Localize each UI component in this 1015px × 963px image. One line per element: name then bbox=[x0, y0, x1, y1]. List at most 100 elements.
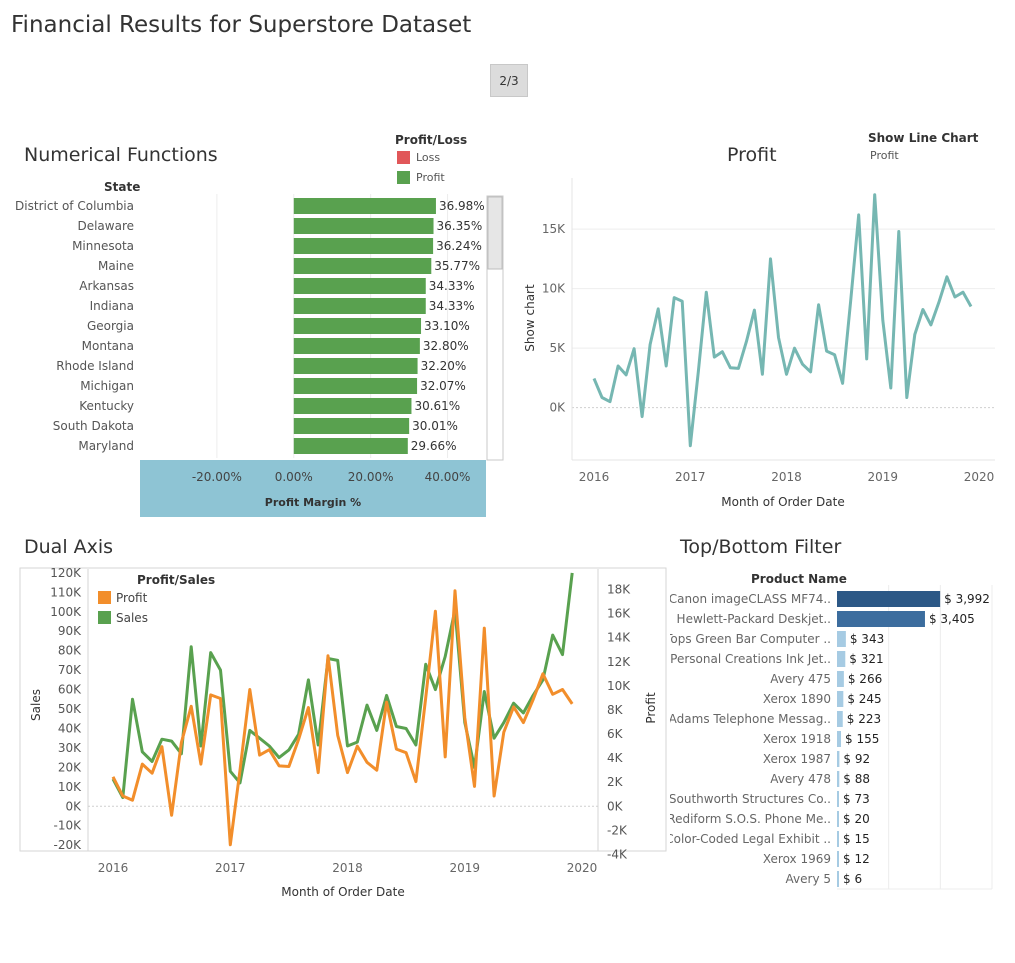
bar bbox=[837, 851, 839, 867]
y-left-tick-label: -10K bbox=[54, 819, 83, 833]
scrollbar-thumb[interactable] bbox=[487, 196, 503, 270]
dual-axis-title: Dual Axis bbox=[24, 536, 114, 558]
profit-loss-legend-title: Profit/Loss bbox=[395, 133, 468, 147]
product-label: Xerox 1987 bbox=[763, 752, 831, 766]
y-left-tick-label: 0K bbox=[65, 799, 82, 813]
bar-value-label: $ 155 bbox=[845, 732, 879, 746]
x-axis-band bbox=[140, 460, 486, 517]
bar bbox=[293, 298, 426, 314]
y-left-tick-label: 50K bbox=[58, 702, 82, 716]
profit-chart-title: Profit bbox=[727, 144, 777, 166]
x-tick-label: 2016 bbox=[98, 861, 129, 875]
bar-value-label: 35.77% bbox=[434, 259, 480, 273]
bar-value-label: 32.07% bbox=[420, 379, 466, 393]
state-label: South Dakota bbox=[53, 419, 134, 433]
state-row-header: State bbox=[104, 180, 141, 194]
state-label: Maryland bbox=[78, 439, 134, 453]
y-left-tick-label: 10K bbox=[58, 780, 82, 794]
x-axis-title: Profit Margin % bbox=[265, 496, 361, 509]
profit-margin-chart: -20.00% 0.00% 20.00% 40.00% Profit Margin % D… bbox=[15, 194, 504, 517]
page-indicator-button[interactable]: 2/3 bbox=[490, 64, 528, 97]
x-tick-label: 2019 bbox=[867, 470, 898, 484]
y-axis-title: Show chart bbox=[523, 284, 537, 352]
y-right-tick-label: 12K bbox=[607, 655, 631, 669]
bar-value-label: 29.66% bbox=[411, 439, 457, 453]
bar-value-label: $ 15 bbox=[843, 832, 870, 846]
legend-swatch-profit[interactable] bbox=[397, 171, 410, 184]
bar bbox=[293, 278, 426, 294]
bar bbox=[837, 791, 839, 807]
y-left-tick-label: 70K bbox=[58, 663, 82, 677]
state-label: Minnesota bbox=[72, 239, 134, 253]
x-tick-label: 0.00% bbox=[275, 470, 313, 484]
bar bbox=[293, 258, 432, 274]
y-left-tick-label: 110K bbox=[50, 585, 82, 599]
y-tick-label: 5K bbox=[549, 341, 566, 355]
legend-label-dual-profit: Profit bbox=[116, 591, 148, 605]
bar bbox=[837, 591, 941, 607]
product-label: Color-Coded Legal Exhibit .. bbox=[670, 832, 831, 846]
bar-value-label: $ 6 bbox=[843, 872, 862, 886]
y-left-tick-label: -20K bbox=[54, 838, 83, 852]
product-label: Rediform S.O.S. Phone Me.. bbox=[670, 812, 831, 826]
bar-value-label: $ 321 bbox=[849, 652, 883, 666]
bar bbox=[293, 398, 412, 414]
y-right-tick-label: -4K bbox=[607, 847, 628, 861]
y-left-tick-label: 100K bbox=[50, 605, 82, 619]
show-line-chart-value[interactable]: Profit bbox=[870, 149, 899, 162]
state-label: Delaware bbox=[77, 219, 134, 233]
x-tick-label: 2017 bbox=[675, 470, 706, 484]
legend-swatch-dual-profit[interactable] bbox=[98, 591, 111, 604]
product-name-row-header: Product Name bbox=[751, 572, 847, 586]
x-tick-label: 20.00% bbox=[348, 470, 394, 484]
y-right-tick-label: 0K bbox=[607, 799, 624, 813]
bar-value-label: 32.80% bbox=[423, 339, 469, 353]
x-tick-label: 2020 bbox=[567, 861, 598, 875]
bar bbox=[837, 831, 839, 847]
legend-label-loss: Loss bbox=[416, 151, 441, 164]
legend-label-profit: Profit bbox=[416, 171, 445, 184]
product-label: Avery 478 bbox=[770, 772, 831, 786]
product-label: Hewlett-Packard Deskjet.. bbox=[677, 612, 831, 626]
legend-swatch-dual-sales[interactable] bbox=[98, 611, 111, 624]
bar bbox=[293, 358, 418, 374]
bar-value-label: 30.61% bbox=[414, 399, 460, 413]
state-label: District of Columbia bbox=[15, 199, 134, 213]
y-right-axis-title: Profit bbox=[644, 692, 658, 724]
y-right-tick-label: 8K bbox=[607, 703, 624, 717]
x-tick-label: 2018 bbox=[332, 861, 363, 875]
numerical-functions-title: Numerical Functions bbox=[24, 144, 218, 166]
x-tick-label: -20.00% bbox=[192, 470, 242, 484]
state-label: Arkansas bbox=[79, 279, 134, 293]
bar bbox=[837, 751, 840, 767]
bar-value-label: $ 3,992 bbox=[944, 592, 990, 606]
y-left-tick-label: 120K bbox=[50, 566, 82, 580]
bar bbox=[293, 418, 410, 434]
bar-value-label: 33.10% bbox=[424, 319, 470, 333]
bar-value-label: $ 12 bbox=[843, 852, 870, 866]
y-right-tick-label: 18K bbox=[607, 583, 631, 597]
sales-line bbox=[111, 572, 574, 799]
profit-line bbox=[592, 193, 973, 448]
y-right-tick-label: 4K bbox=[607, 751, 624, 765]
y-right-tick-label: 16K bbox=[607, 607, 631, 621]
product-label: Xerox 1918 bbox=[763, 732, 831, 746]
bar-value-label: 36.98% bbox=[439, 199, 485, 213]
x-tick-label: 2020 bbox=[964, 470, 995, 484]
legend-swatch-loss[interactable] bbox=[397, 151, 410, 164]
y-left-tick-label: 40K bbox=[58, 721, 82, 735]
y-right-tick-label: 6K bbox=[607, 727, 624, 741]
bar bbox=[837, 871, 839, 887]
bar bbox=[293, 438, 408, 454]
y-tick-label: 15K bbox=[542, 222, 566, 236]
legend-label-dual-sales: Sales bbox=[116, 611, 148, 625]
y-tick-label: 10K bbox=[542, 282, 566, 296]
bar bbox=[293, 198, 436, 214]
state-label: Rhode Island bbox=[56, 359, 134, 373]
bar bbox=[837, 631, 846, 647]
state-label: Indiana bbox=[90, 299, 134, 313]
bar-value-label: 36.24% bbox=[436, 239, 482, 253]
bar-value-label: 30.01% bbox=[412, 419, 458, 433]
bar-value-label: 34.33% bbox=[429, 279, 475, 293]
product-label: Xerox 1969 bbox=[763, 852, 831, 866]
